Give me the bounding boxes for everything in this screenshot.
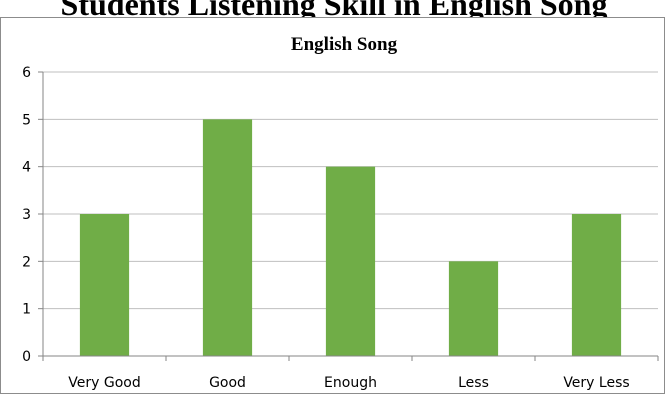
y-tick-label: 2 — [22, 254, 31, 270]
bar-less — [448, 261, 499, 356]
x-tick-label: Very Less — [563, 375, 629, 391]
bar-very-less — [571, 214, 622, 356]
chart-title: English Song — [291, 34, 398, 55]
bars — [79, 119, 622, 356]
y-tick-labels: 0 1 2 3 4 5 6 — [22, 65, 31, 365]
y-tick-label: 1 — [22, 302, 31, 318]
y-tick-label: 3 — [22, 207, 31, 223]
bar-enough — [325, 166, 376, 356]
x-tick-labels: Very Good Good Enough Less Very Less — [68, 375, 629, 391]
bar-good — [202, 119, 253, 356]
x-tick-label: Less — [458, 375, 489, 391]
page-title: Students Listening Skill in English Song — [60, 0, 608, 22]
y-tick-label: 6 — [22, 65, 31, 81]
y-tick-label: 5 — [22, 112, 31, 128]
y-tick-label: 0 — [22, 349, 31, 365]
x-tick-label: Very Good — [68, 375, 140, 391]
bar-very-good — [79, 214, 130, 356]
y-tick-label: 4 — [22, 160, 31, 176]
x-tick-label: Good — [209, 375, 246, 391]
x-tick-label: Enough — [324, 375, 377, 391]
axes — [38, 71, 659, 361]
